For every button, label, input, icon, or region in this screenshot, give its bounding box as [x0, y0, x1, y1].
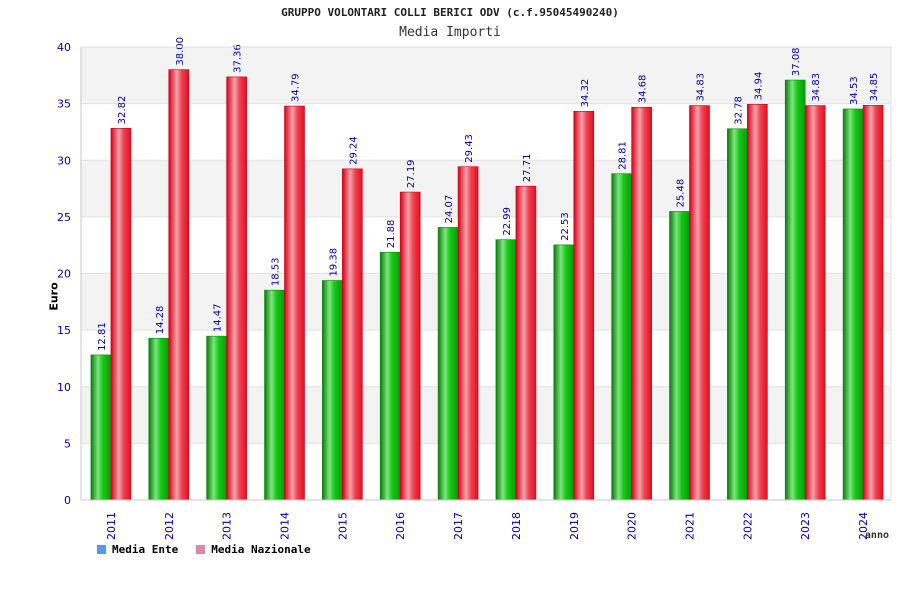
y-tick-label: 25 — [57, 211, 71, 224]
bar-media-ente — [495, 239, 517, 501]
data-label: 22.99 — [502, 207, 513, 236]
data-label: 21.88 — [386, 220, 397, 249]
bar-media-nazionale — [457, 166, 479, 501]
bar-media-nazionale — [110, 128, 132, 501]
legend-item-ente: Media Ente — [97, 543, 178, 556]
bar-media-nazionale — [515, 185, 537, 501]
grid-band — [81, 160, 891, 217]
x-tick-label: 2023 — [799, 512, 812, 540]
legend-label-nazionale: Media Nazionale — [211, 543, 311, 556]
bar-media-nazionale — [399, 191, 421, 501]
bar-media-nazionale — [747, 104, 768, 501]
data-label: 24.07 — [444, 195, 455, 224]
grid-band — [81, 273, 891, 331]
y-tick-label: 35 — [57, 98, 71, 111]
data-label: 34.79 — [291, 73, 302, 102]
bar-media-ente — [727, 128, 748, 501]
data-label: 37.36 — [233, 44, 244, 73]
bar-media-ente — [148, 337, 170, 501]
bar-media-ente — [437, 227, 459, 501]
legend-label-ente: Media Ente — [112, 543, 179, 556]
bar-media-ente — [611, 173, 632, 501]
x-tick-label: 2011 — [105, 512, 118, 540]
legend-swatch-ente — [97, 545, 106, 554]
data-label: 38.00 — [175, 37, 186, 66]
y-tick-label: 40 — [57, 41, 71, 54]
grid-band — [81, 443, 891, 500]
x-tick-label: 2013 — [221, 512, 234, 540]
bar-media-nazionale — [862, 105, 884, 501]
bar-media-nazionale — [689, 105, 710, 501]
x-tick-label: 2024 — [857, 512, 870, 540]
bar-media-ente — [90, 354, 112, 501]
data-label: 27.19 — [406, 159, 417, 188]
grid-band — [81, 103, 891, 161]
legend-swatch-nazionale — [196, 545, 206, 554]
data-label: 34.68 — [638, 75, 649, 104]
y-tick-label: 10 — [57, 381, 71, 394]
data-label: 29.24 — [348, 136, 359, 165]
x-tick-label: 2016 — [394, 512, 407, 540]
bar-media-nazionale — [284, 105, 305, 501]
grid-band — [81, 216, 891, 274]
x-tick-label: 2015 — [336, 512, 349, 540]
data-label: 18.53 — [271, 258, 282, 287]
bar-media-ente — [669, 211, 690, 501]
y-tick-label: 30 — [57, 154, 71, 167]
legend: Media Ente Media Nazionale — [97, 543, 311, 556]
data-label: 14.47 — [213, 303, 224, 332]
bar-media-nazionale — [168, 69, 190, 501]
bar-media-ente — [379, 251, 401, 501]
data-label: 34.83 — [811, 73, 822, 102]
data-label: 32.82 — [117, 96, 128, 125]
x-tick-label: 2017 — [452, 512, 465, 540]
bar-media-nazionale — [226, 76, 247, 501]
bar-media-ente — [264, 289, 285, 501]
data-label: 25.48 — [676, 179, 687, 208]
chart-title: GRUPPO VOLONTARI COLLI BERICI ODV (c.f.9… — [281, 6, 619, 19]
grid-band — [81, 386, 891, 444]
y-tick-label: 0 — [64, 494, 71, 507]
data-label: 19.38 — [328, 248, 339, 277]
grid-band — [81, 330, 891, 387]
x-tick-label: 2018 — [510, 512, 523, 540]
data-label: 14.28 — [155, 306, 166, 335]
data-label: 12.81 — [97, 322, 108, 351]
bar-media-ente — [842, 108, 864, 501]
y-tick-label: 15 — [57, 324, 71, 337]
x-tick-label: 2021 — [684, 512, 697, 540]
data-label: 27.71 — [522, 154, 533, 183]
x-tick-label: 2012 — [163, 512, 176, 540]
y-tick-label: 20 — [57, 268, 71, 281]
data-label: 34.53 — [849, 76, 860, 105]
data-label: 37.08 — [791, 47, 802, 76]
bar-media-nazionale — [342, 168, 363, 501]
bar-media-ente — [322, 280, 343, 501]
data-label: 22.53 — [560, 212, 571, 241]
x-tick-label: 2022 — [741, 512, 754, 540]
legend-item-nazionale: Media Nazionale — [196, 543, 311, 556]
y-tick-label: 5 — [64, 437, 71, 450]
data-label: 34.83 — [696, 73, 707, 102]
bar-media-ente — [206, 335, 227, 501]
data-label: 28.81 — [618, 141, 629, 170]
x-tick-label: 2019 — [568, 512, 581, 540]
x-tick-label: 2020 — [626, 512, 639, 540]
data-label: 29.43 — [464, 134, 475, 163]
bar-media-nazionale — [804, 105, 826, 501]
x-tick-label: 2014 — [279, 512, 292, 540]
bar-media-nazionale — [631, 106, 652, 501]
data-label: 32.78 — [733, 96, 744, 125]
x-axis-label: anno — [865, 530, 889, 541]
data-label: 34.94 — [753, 72, 764, 101]
data-label: 34.85 — [869, 73, 880, 102]
data-label: 34.32 — [580, 79, 591, 108]
bar-media-nazionale — [573, 111, 595, 501]
bar-media-ente — [784, 79, 806, 501]
bar-media-ente — [553, 244, 575, 501]
chart-subtitle: Media Importi — [399, 25, 501, 40]
grid-band — [81, 47, 891, 104]
